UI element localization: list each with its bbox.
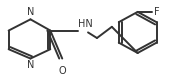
Text: N: N — [27, 7, 34, 17]
Text: N: N — [27, 60, 34, 70]
Text: O: O — [58, 66, 66, 76]
Text: HN: HN — [78, 19, 93, 29]
Text: F: F — [154, 7, 159, 17]
